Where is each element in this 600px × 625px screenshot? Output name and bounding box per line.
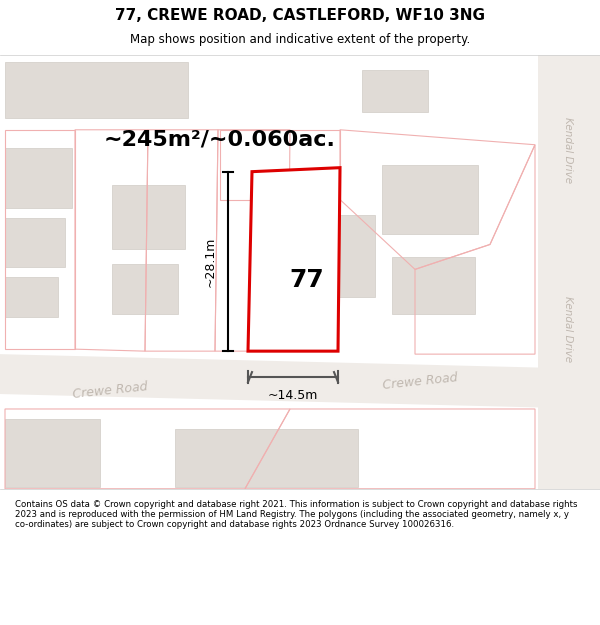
- Polygon shape: [248, 168, 340, 351]
- Polygon shape: [5, 148, 72, 208]
- Text: Kendal Drive: Kendal Drive: [563, 117, 573, 182]
- Text: Crewe Road: Crewe Road: [72, 381, 148, 401]
- Text: Kendal Drive: Kendal Drive: [563, 296, 573, 362]
- Polygon shape: [5, 419, 100, 487]
- Text: Map shows position and indicative extent of the property.: Map shows position and indicative extent…: [130, 33, 470, 46]
- Text: Contains OS data © Crown copyright and database right 2021. This information is : Contains OS data © Crown copyright and d…: [15, 499, 577, 529]
- Polygon shape: [382, 164, 478, 234]
- Text: ~245m²/~0.060ac.: ~245m²/~0.060ac.: [104, 130, 336, 150]
- Polygon shape: [538, 55, 600, 489]
- Polygon shape: [362, 70, 428, 112]
- Text: 77: 77: [289, 268, 324, 292]
- Polygon shape: [5, 62, 188, 118]
- Polygon shape: [0, 354, 600, 409]
- Polygon shape: [175, 429, 358, 487]
- Polygon shape: [112, 184, 185, 249]
- Text: ~28.1m: ~28.1m: [203, 236, 217, 287]
- Polygon shape: [112, 264, 178, 314]
- Polygon shape: [280, 214, 375, 298]
- Text: Crewe Road: Crewe Road: [382, 372, 458, 392]
- Text: ~14.5m: ~14.5m: [268, 389, 318, 401]
- Polygon shape: [5, 217, 65, 268]
- Text: 77, CREWE ROAD, CASTLEFORD, WF10 3NG: 77, CREWE ROAD, CASTLEFORD, WF10 3NG: [115, 8, 485, 23]
- Polygon shape: [392, 258, 475, 314]
- Polygon shape: [5, 278, 58, 318]
